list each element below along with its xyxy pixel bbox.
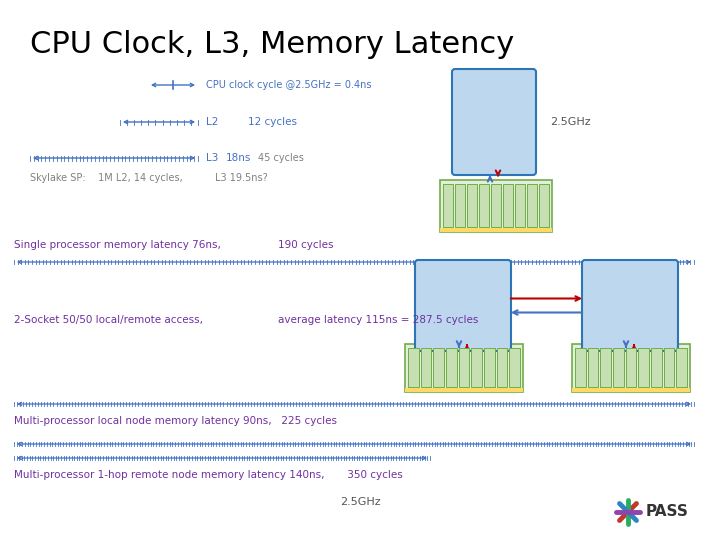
FancyBboxPatch shape — [582, 260, 678, 351]
Bar — [420, 348, 431, 387]
Bar — [539, 184, 549, 227]
Bar — [527, 184, 537, 227]
Bar — [575, 348, 585, 387]
Bar — [443, 184, 453, 227]
Bar — [440, 180, 552, 232]
Text: L3 19.5ns?: L3 19.5ns? — [215, 173, 268, 183]
Text: 2.5GHz: 2.5GHz — [550, 117, 590, 127]
Text: average latency 115ns = 287.5 cycles: average latency 115ns = 287.5 cycles — [278, 315, 478, 325]
FancyBboxPatch shape — [452, 69, 536, 175]
Bar — [472, 348, 482, 387]
Bar — [572, 388, 690, 392]
Bar — [467, 184, 477, 227]
Text: PASS: PASS — [646, 504, 689, 519]
Bar — [664, 348, 675, 387]
Bar — [503, 184, 513, 227]
Bar — [455, 184, 465, 227]
Text: CPU Clock, L3, Memory Latency: CPU Clock, L3, Memory Latency — [30, 30, 514, 59]
Bar — [440, 228, 552, 232]
Text: 190 cycles: 190 cycles — [278, 240, 333, 250]
Text: CPU clock cycle @2.5GHz = 0.4ns: CPU clock cycle @2.5GHz = 0.4ns — [206, 80, 372, 90]
Bar — [484, 348, 495, 387]
Bar — [509, 348, 520, 387]
Bar — [626, 348, 636, 387]
Bar — [497, 348, 508, 387]
Text: 2-Socket 50/50 local/remote access,: 2-Socket 50/50 local/remote access, — [14, 315, 203, 325]
Text: L2: L2 — [206, 117, 218, 127]
Text: 18ns: 18ns — [226, 153, 251, 163]
Text: Multi-processor 1-hop remote node memory latency 140ns,       350 cycles: Multi-processor 1-hop remote node memory… — [14, 470, 402, 480]
Bar — [676, 348, 687, 387]
Bar — [491, 184, 501, 227]
Text: Multi-processor local node memory latency 90ns,   225 cycles: Multi-processor local node memory latenc… — [14, 416, 337, 426]
Bar — [572, 344, 690, 392]
Bar — [600, 348, 611, 387]
Bar — [479, 184, 489, 227]
Bar — [515, 184, 525, 227]
Bar — [446, 348, 456, 387]
Bar — [459, 348, 469, 387]
Bar — [588, 348, 598, 387]
Bar — [613, 348, 624, 387]
Bar — [651, 348, 662, 387]
Text: Skylake SP:    1M L2, 14 cycles,: Skylake SP: 1M L2, 14 cycles, — [30, 173, 183, 183]
Text: L3: L3 — [206, 153, 218, 163]
Text: Single processor memory latency 76ns,: Single processor memory latency 76ns, — [14, 240, 221, 250]
Bar — [408, 348, 418, 387]
Bar — [405, 344, 523, 392]
Text: 45 cycles: 45 cycles — [258, 153, 304, 163]
Text: 12 cycles: 12 cycles — [248, 117, 297, 127]
Bar — [433, 348, 444, 387]
Text: 2.5GHz: 2.5GHz — [340, 497, 381, 507]
FancyBboxPatch shape — [415, 260, 511, 351]
Bar — [405, 388, 523, 392]
Bar — [639, 348, 649, 387]
